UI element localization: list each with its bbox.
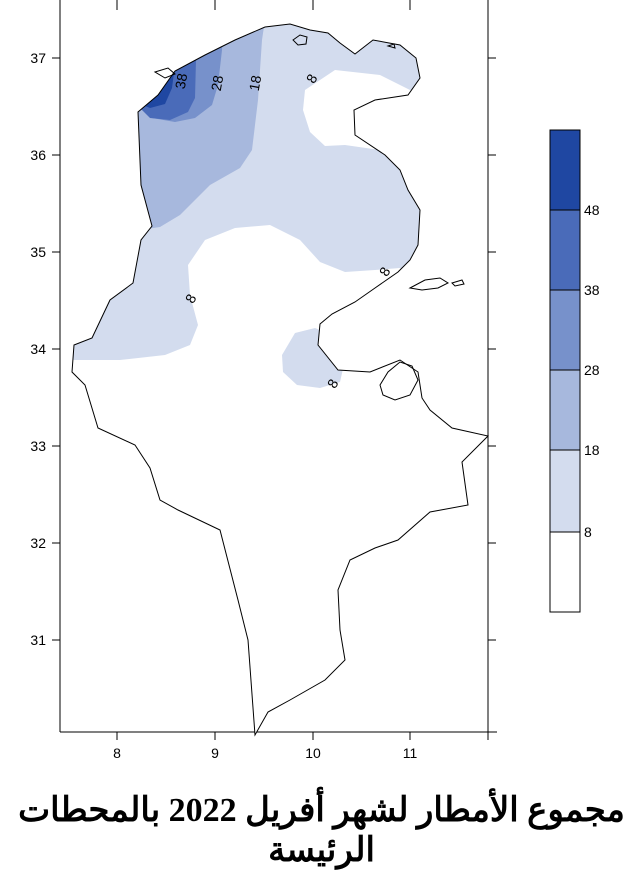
- zembra-islet: [386, 43, 396, 49]
- zone-38-48: [72, 24, 198, 120]
- legend-swatch: [550, 370, 580, 450]
- kerkennah-island: [408, 277, 450, 291]
- map-title: مجموع الأمطار لشهر أفريل 2022 بالمحطات ا…: [18, 792, 625, 869]
- rainfall-map: 8 9 10 11 37 36 35 34 33 32 31: [30, 0, 600, 761]
- legend-label: 18: [584, 442, 600, 458]
- contour-labels: 38 28 18 8 8 8 8: [172, 71, 394, 391]
- legend-swatch: [550, 450, 580, 532]
- x-tick-label: 10: [305, 745, 321, 761]
- rainfall-contours: [72, 24, 488, 735]
- x-tick-label: 9: [211, 745, 219, 761]
- contour-label: 38: [172, 72, 190, 90]
- coast-inlet: [153, 67, 176, 79]
- legend-ticks: [550, 209, 580, 533]
- legend-swatch: [550, 130, 580, 210]
- top-axis-ticks: [116, 0, 411, 10]
- x-tick-label: 11: [403, 745, 418, 761]
- legend-colorbar: 48 38 28 18 8: [549, 129, 600, 613]
- galite-island: [292, 34, 308, 46]
- right-axis-ticks: [488, 57, 496, 641]
- legend-label: 8: [584, 524, 592, 540]
- y-tick-label: 32: [30, 535, 46, 551]
- y-axis-labels: 37 36 35 34 33 32 31: [30, 50, 46, 648]
- y-tick-label: 36: [30, 147, 46, 163]
- y-tick-label: 35: [30, 244, 46, 260]
- contour-label: 28: [208, 74, 226, 92]
- map-frame: [59, 0, 497, 740]
- djerba-island: [379, 361, 419, 401]
- x-axis-labels: 8 9 10 11: [113, 745, 417, 761]
- contour-label: 18: [246, 74, 264, 92]
- legend-label: 48: [584, 202, 600, 218]
- y-axis-ticks: [52, 57, 60, 641]
- x-tick-label: 8: [113, 745, 121, 761]
- legend-frame: [549, 129, 581, 613]
- legend-swatch: [550, 210, 580, 290]
- legend-label: 28: [584, 362, 600, 378]
- country-outline: [71, 23, 489, 737]
- islands: [153, 34, 465, 401]
- zone-28-38: [72, 24, 225, 122]
- y-tick-label: 33: [30, 438, 46, 454]
- y-tick-label: 34: [30, 341, 46, 357]
- legend-label: 38: [584, 282, 600, 298]
- legend-swatch: [550, 290, 580, 370]
- y-tick-label: 31: [30, 632, 46, 648]
- kerkennah-islet: [451, 279, 465, 287]
- legend-swatch: [550, 532, 580, 612]
- y-tick-label: 37: [30, 50, 46, 66]
- bottom-axis-ticks: [116, 732, 411, 740]
